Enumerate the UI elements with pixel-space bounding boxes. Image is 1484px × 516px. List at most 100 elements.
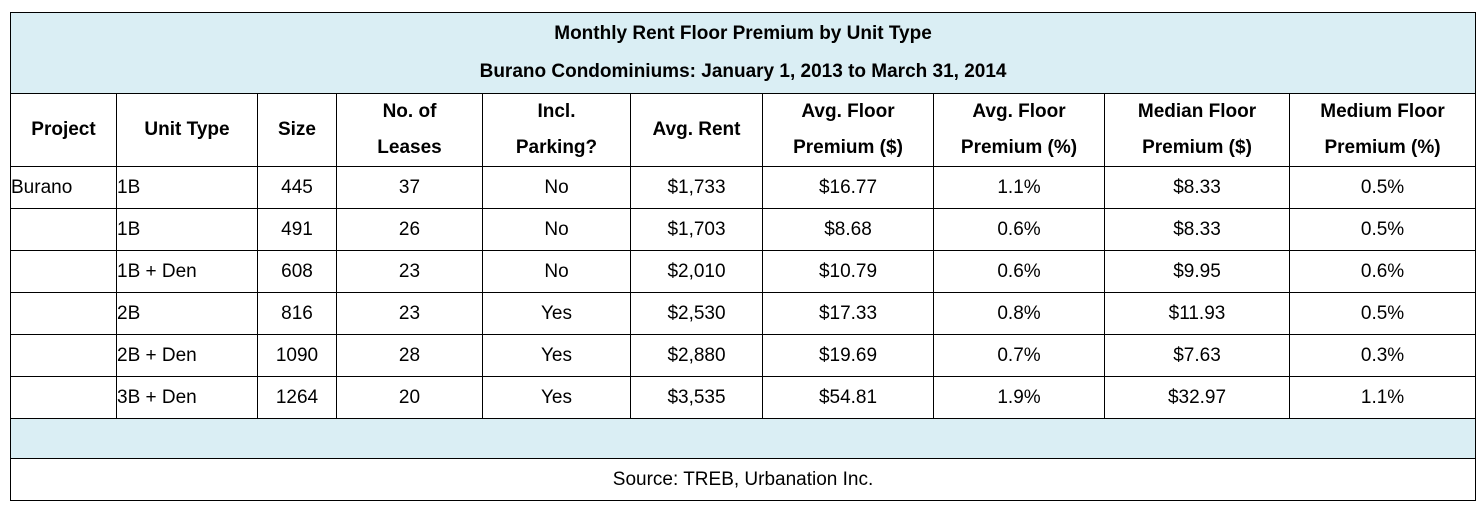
table-title-band: Monthly Rent Floor Premium by Unit Type …: [9, 12, 1477, 94]
table-cell: 491: [257, 208, 337, 251]
table-cell: Yes: [482, 334, 631, 377]
table-cell: 23: [336, 292, 483, 335]
table-cell: 608: [257, 250, 337, 293]
column-header-line: Premium ($): [793, 137, 903, 158]
table-cell: [10, 334, 117, 377]
table-cell: [10, 250, 117, 293]
rent-premium-table: Monthly Rent Floor Premium by Unit Type …: [9, 12, 1477, 501]
source-row: Source: TREB, Urbanation Inc.: [9, 458, 1477, 501]
column-header: Unit Type: [116, 93, 258, 167]
column-header: Avg. Floor Premium (%): [933, 93, 1105, 167]
table-cell: [10, 292, 117, 335]
table-cell: $10.79: [762, 250, 934, 293]
table-cell: 28: [336, 334, 483, 377]
table-cell: 3B + Den: [116, 376, 258, 419]
column-header-line: Premium (%): [1324, 137, 1441, 158]
table-cell: 1B + Den: [116, 250, 258, 293]
table-row: 1B 491 26 No $1,703 $8.68 0.6% $8.33 0.5%: [10, 208, 1477, 251]
column-header: Incl. Parking?: [482, 93, 631, 167]
column-header-line: Premium (%): [960, 137, 1078, 158]
table-cell: $7.63: [1104, 334, 1290, 377]
table-cell: 37: [336, 166, 483, 209]
column-header-line: Avg. Rent: [652, 119, 741, 140]
column-header: Size: [257, 93, 337, 167]
table-cell: 0.3%: [1288, 334, 1477, 377]
table-cell: 1B: [116, 166, 258, 209]
table-cell: 20: [336, 376, 483, 419]
column-header-line: Medium Floor: [1320, 101, 1445, 122]
column-header-line: Avg. Floor: [801, 101, 895, 122]
table-cell: No: [482, 250, 631, 293]
table-cell: Burano: [10, 166, 117, 209]
table-cell: $1,703: [630, 208, 763, 251]
table-cell: 23: [336, 250, 483, 293]
table-cell: $9.95: [1104, 250, 1290, 293]
column-header-row: Project Unit Type Size No. of Leases Incl. Par…: [10, 93, 1477, 167]
column-header: No. of Leases: [336, 93, 483, 167]
blank-band-cell: [9, 418, 1477, 459]
table-cell: 1.1%: [933, 166, 1105, 209]
table-cell: 2B: [116, 292, 258, 335]
table-cell: 1.9%: [933, 376, 1105, 419]
blank-band-row: [9, 418, 1477, 459]
table-title: Monthly Rent Floor Premium by Unit Type: [554, 23, 932, 44]
column-header-line: Size: [277, 119, 317, 140]
column-header-line: Leases: [377, 137, 442, 158]
table-cell: 1264: [257, 376, 337, 419]
table-cell: 0.5%: [1288, 166, 1477, 209]
table-cell: $11.93: [1104, 292, 1290, 335]
table-row: 3B + Den 1264 20 Yes $3,535 $54.81 1.9% $32.97 1…: [10, 376, 1477, 419]
table-row: 2B + Den 1090 28 Yes $2,880 $19.69 0.7% $7.63 0.…: [10, 334, 1477, 377]
table-cell: 1B: [116, 208, 258, 251]
table-cell: 1090: [257, 334, 337, 377]
table-cell: $3,535: [630, 376, 763, 419]
table-cell: 0.5%: [1288, 292, 1477, 335]
table-row: 1B + Den 608 23 No $2,010 $10.79 0.6% $9.95 0.6%: [10, 250, 1477, 293]
table-cell: 0.8%: [933, 292, 1105, 335]
table-row: Burano 1B 445 37 No $1,733 $16.77 1.1% $8.33 0.5%: [10, 166, 1477, 209]
column-header: Medium Floor Premium (%): [1288, 93, 1477, 167]
table-cell: No: [482, 208, 631, 251]
table-cell: [10, 376, 117, 419]
column-header-line: Project: [31, 119, 96, 140]
table-cell: $16.77: [762, 166, 934, 209]
table-cell: 1.1%: [1288, 376, 1477, 419]
column-header-line: Premium ($): [1142, 137, 1252, 158]
table-cell: $2,530: [630, 292, 763, 335]
column-header-line: Median Floor: [1137, 101, 1257, 122]
table-subtitle: Burano Condominiums: January 1, 2013 to …: [479, 61, 1007, 82]
table-cell: 0.5%: [1288, 208, 1477, 251]
table-cell: $1,733: [630, 166, 763, 209]
table-cell: $8.33: [1104, 208, 1290, 251]
table-cell: $17.33: [762, 292, 934, 335]
table-cell: 0.6%: [933, 250, 1105, 293]
table-cell: 0.6%: [933, 208, 1105, 251]
table-cell: $54.81: [762, 376, 934, 419]
source-note: Source: TREB, Urbanation Inc.: [9, 458, 1477, 501]
column-header: Median Floor Premium ($): [1104, 93, 1290, 167]
table-body: Burano 1B 445 37 No $1,733 $16.77 1.1% $8.33 0.5%…: [10, 166, 1477, 419]
table-cell: 26: [336, 208, 483, 251]
table-cell: 0.6%: [1288, 250, 1477, 293]
table-cell: $2,880: [630, 334, 763, 377]
column-header-line: Unit Type: [144, 119, 230, 140]
table-cell: $2,010: [630, 250, 763, 293]
table-cell: 445: [257, 166, 337, 209]
table-cell: 0.7%: [933, 334, 1105, 377]
column-header: Avg. Rent: [630, 93, 763, 167]
table-cell: $8.68: [762, 208, 934, 251]
table-cell: Yes: [482, 292, 631, 335]
column-header-line: Parking?: [515, 137, 598, 158]
column-header-line: Incl.: [537, 101, 576, 122]
table-cell: No: [482, 166, 631, 209]
table-cell: $19.69: [762, 334, 934, 377]
column-header: Project: [10, 93, 117, 167]
column-header-line: No. of: [382, 101, 437, 122]
table-cell: $32.97: [1104, 376, 1290, 419]
table-cell: $8.33: [1104, 166, 1290, 209]
table-cell: Yes: [482, 376, 631, 419]
column-header: Avg. Floor Premium ($): [762, 93, 934, 167]
column-header-line: Avg. Floor: [972, 101, 1066, 122]
table-cell: 2B + Den: [116, 334, 258, 377]
table-row: 2B 816 23 Yes $2,530 $17.33 0.8% $11.93 0.5%: [10, 292, 1477, 335]
